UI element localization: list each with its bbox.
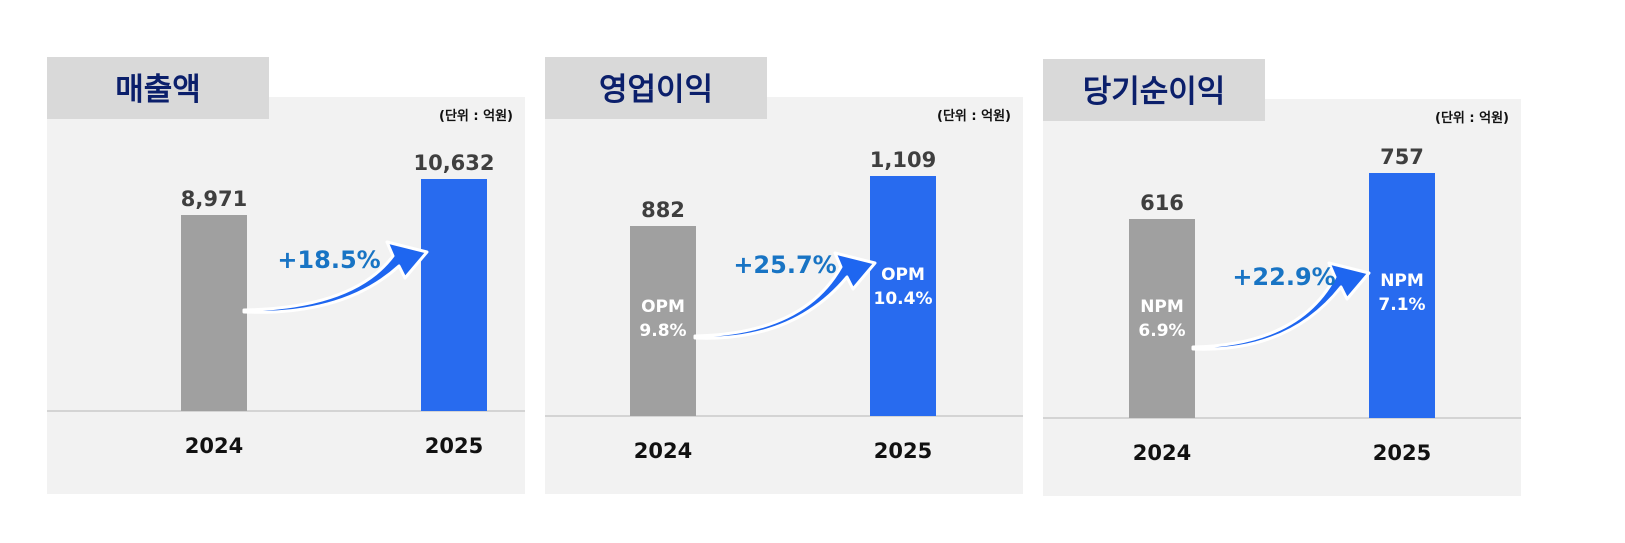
panel-title: 영업이익	[545, 57, 767, 119]
growth-rate-label: +18.5%	[277, 246, 380, 274]
growth-arrow-icon	[242, 240, 429, 314]
bar-value-label: 882	[641, 198, 685, 222]
unit-label: (단위 : 억원)	[439, 109, 513, 124]
bar-2024	[630, 226, 696, 416]
year-tick-label: 2025	[425, 434, 483, 458]
bar-2024	[1129, 219, 1195, 418]
year-tick-label: 2025	[1373, 441, 1431, 465]
bar-value-label: 757	[1380, 145, 1424, 169]
operating-profit-panel: 영업이익 (단위 : 억원) 882 2024 OPM 9.8% 1,109 2025 OP…	[545, 57, 1023, 494]
net-income-panel: 당기순이익 (단위 : 억원) 616 2024 NPM 6.9% 757 2025 NPM…	[1043, 59, 1521, 496]
margin-ratio-value: 7.1%	[1378, 295, 1425, 315]
net-income-chart: 616 2024 NPM 6.9% 757 2025 NPM 7.1% +22.9%	[1043, 145, 1521, 465]
unit-label: (단위 : 억원)	[1435, 111, 1509, 126]
growth-arrow-icon	[1191, 261, 1371, 351]
margin-ratio-name: NPM	[1380, 271, 1424, 291]
year-tick-label: 2024	[185, 434, 243, 458]
revenue-chart: 8,971 2024 10,632 2025 +18.5%	[47, 151, 525, 458]
margin-ratio-value: 9.8%	[639, 321, 686, 341]
growth-arrow-icon	[693, 251, 877, 340]
bar-value-label: 10,632	[413, 151, 494, 175]
bar-2025	[421, 179, 487, 411]
margin-ratio-name: OPM	[881, 265, 925, 285]
panel-background	[1043, 99, 1521, 496]
panel-title: 매출액	[47, 57, 269, 119]
panel-title: 당기순이익	[1043, 59, 1265, 121]
operating-profit-chart: 882 2024 OPM 9.8% 1,109 2025 OPM 10.4% +25.7%	[545, 148, 1023, 463]
margin-ratio-value: 10.4%	[874, 289, 933, 309]
unit-label: (단위 : 억원)	[937, 109, 1011, 124]
year-tick-label: 2024	[634, 439, 692, 463]
margin-ratio-value: 6.9%	[1138, 321, 1185, 341]
year-tick-label: 2024	[1133, 441, 1191, 465]
bar-2024	[181, 215, 247, 411]
bar-value-label: 8,971	[181, 187, 247, 211]
margin-ratio-name: NPM	[1140, 297, 1184, 317]
bar-value-label: 1,109	[870, 148, 936, 172]
revenue-panel: 매출액 (단위 : 억원) 8,971 2024 10,632 2025 +18.5%	[47, 57, 525, 494]
bar-2025	[1369, 173, 1435, 418]
bar-value-label: 616	[1140, 191, 1184, 215]
year-tick-label: 2025	[874, 439, 932, 463]
growth-rate-label: +25.7%	[733, 251, 836, 279]
margin-ratio-name: OPM	[641, 297, 685, 317]
panel-background	[545, 97, 1023, 494]
bar-2025	[870, 176, 936, 416]
growth-rate-label: +22.9%	[1232, 263, 1335, 291]
